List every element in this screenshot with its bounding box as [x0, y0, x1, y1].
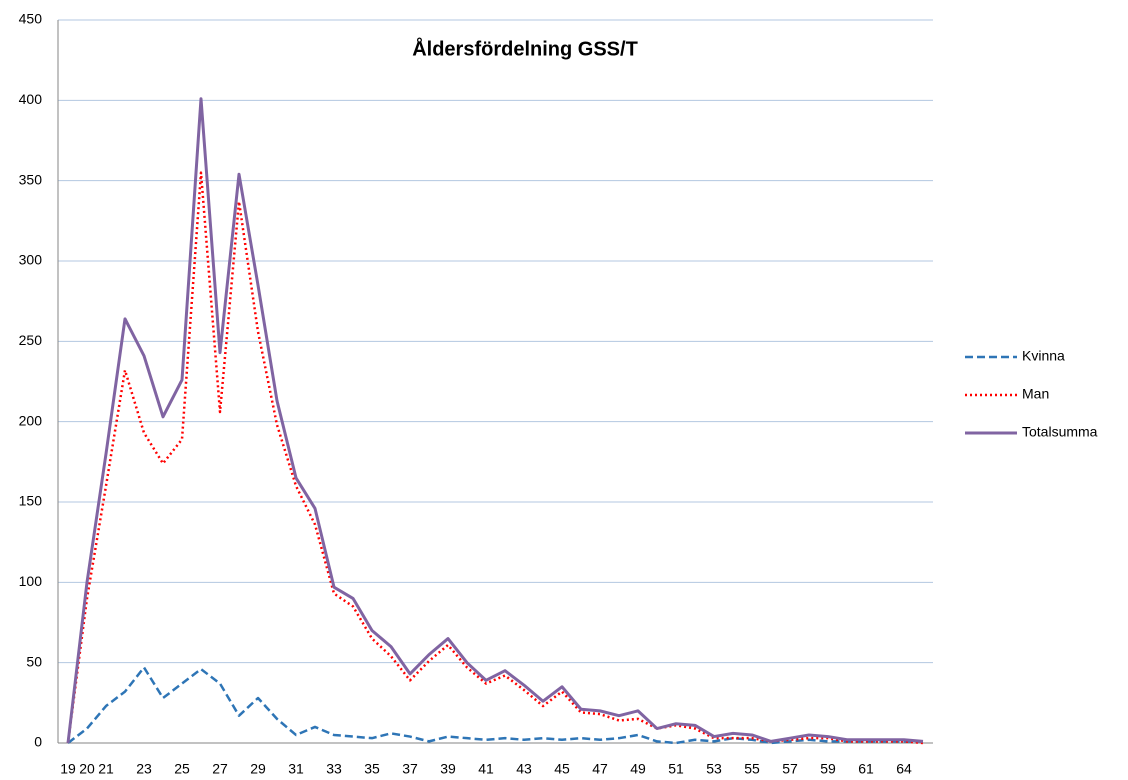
x-tick-label: 39	[440, 761, 456, 777]
y-tick-label: 150	[19, 493, 43, 509]
x-tick-label: 21	[98, 761, 114, 777]
x-tick-label: 31	[288, 761, 304, 777]
y-tick-label: 450	[19, 11, 43, 27]
x-tick-label: 33	[326, 761, 342, 777]
x-tick-label: 37	[402, 761, 418, 777]
x-tick-label: 27	[212, 761, 228, 777]
x-tick-label: 53	[706, 761, 722, 777]
x-tick-label: 35	[364, 761, 380, 777]
x-tick-label: 64	[896, 761, 912, 777]
x-tick-label: 49	[630, 761, 646, 777]
x-tick-label: 47	[592, 761, 608, 777]
legend-label: Totalsumma	[1022, 424, 1098, 440]
y-tick-label: 50	[26, 653, 42, 669]
x-tick-label: 23	[136, 761, 152, 777]
x-tick-label: 25	[174, 761, 190, 777]
x-tick-label: 20	[79, 761, 95, 777]
series-line	[66, 171, 924, 745]
y-tick-label: 200	[19, 412, 43, 428]
y-tick-label: 0	[34, 734, 42, 750]
x-tick-label: 61	[858, 761, 874, 777]
series-line	[67, 666, 923, 745]
x-tick-label: 45	[554, 761, 570, 777]
x-tick-label: 51	[668, 761, 684, 777]
x-tick-label: 29	[250, 761, 266, 777]
y-tick-label: 300	[19, 252, 43, 268]
legend-label: Kvinna	[1022, 348, 1065, 364]
x-tick-label: 59	[820, 761, 836, 777]
y-tick-label: 350	[19, 171, 43, 187]
legend-label: Man	[1022, 386, 1049, 402]
x-tick-label: 57	[782, 761, 798, 777]
x-tick-label: 43	[516, 761, 532, 777]
chart-title: Åldersfördelning GSS/T	[412, 36, 638, 60]
x-tick-label: 55	[744, 761, 760, 777]
y-tick-label: 100	[19, 573, 43, 589]
y-tick-label: 400	[19, 91, 43, 107]
x-tick-label: 19	[60, 761, 76, 777]
x-tick-label: 41	[478, 761, 494, 777]
y-tick-label: 250	[19, 332, 43, 348]
series-line	[66, 97, 924, 744]
